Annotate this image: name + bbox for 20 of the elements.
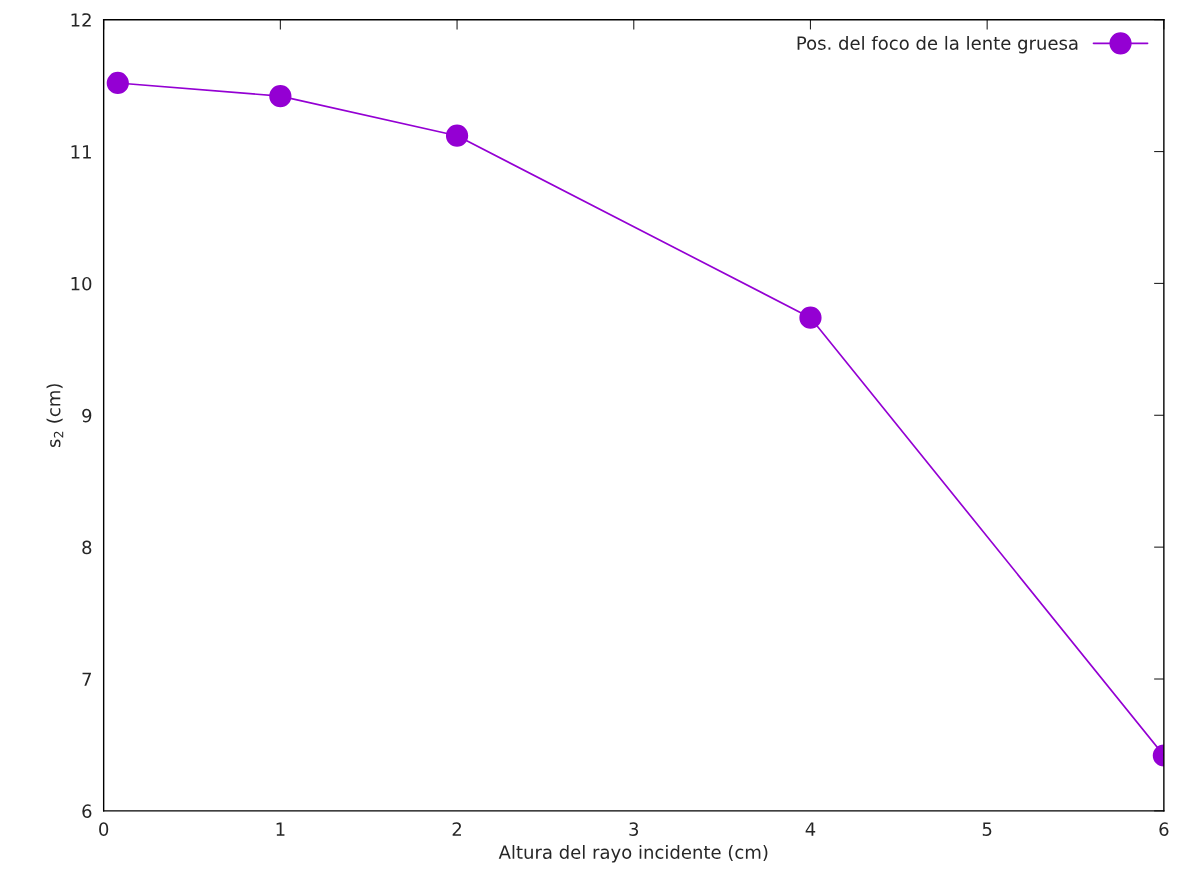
y-tick-label: 12 — [71, 13, 91, 27]
x-tick-label: 1 — [276, 822, 285, 836]
y-tick-label: 8 — [82, 540, 92, 555]
point — [445, 124, 469, 147]
y-tick-label: 9 — [82, 408, 92, 423]
y-tick-label: 6 — [82, 804, 92, 818]
x-tick-label: 5 — [982, 822, 992, 836]
x-axis-title: Altura del rayo incidente (cm) — [498, 845, 768, 863]
legend-label: Pos. del foco de la lente gruesa — [797, 35, 1078, 54]
x-tick-label: 6 — [1159, 822, 1169, 836]
x-tick-label: 4 — [805, 822, 816, 836]
point — [269, 85, 292, 108]
point — [106, 71, 129, 95]
y-tick-label: 7 — [82, 672, 92, 686]
y-tick-label: 11 — [71, 145, 91, 159]
x-tick-label: 0 — [99, 822, 109, 836]
x-tick-label: 2 — [452, 822, 461, 836]
x-tick-label: 3 — [629, 822, 639, 836]
y-axis-title: s$_{2}$ (cm) — [46, 384, 64, 448]
y-tick-label: 10 — [71, 276, 92, 291]
